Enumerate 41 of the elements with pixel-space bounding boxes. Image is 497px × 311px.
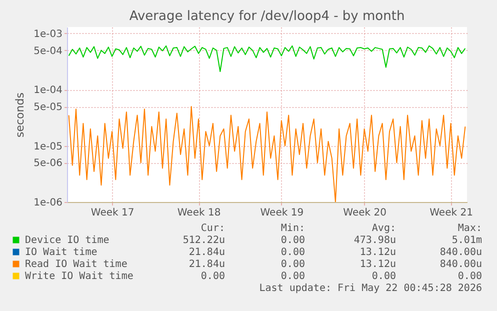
text: 0.00: [372, 271, 396, 282]
text: 0.00: [200, 271, 225, 282]
legend-label: Device IO time: [25, 235, 110, 246]
text: Max:: [458, 223, 482, 234]
text: 13.12u: [360, 247, 396, 258]
legend-label: Read IO Wait time: [25, 259, 128, 270]
y-tick-label: 5e-05: [34, 102, 62, 114]
y-tick-label: 5e-06: [34, 158, 62, 170]
y-tick-label: 5e-04: [34, 46, 62, 57]
y-tick-label: 1e-06: [34, 198, 62, 208]
text: 0.00: [280, 259, 305, 270]
text: 0.00: [280, 271, 305, 282]
line-series: [68, 45, 466, 72]
legend-label: IO Wait time: [25, 247, 98, 258]
y-tick-label: 1e-04: [34, 85, 62, 96]
legend-label: Write IO Wait time: [25, 271, 134, 282]
text: 0.00: [280, 247, 305, 258]
x-tick-label: Week 19: [260, 208, 304, 218]
x-tick-label: Week 21: [430, 208, 473, 218]
y-tick-label: 1e-05: [34, 141, 62, 152]
text: 840.00u: [440, 247, 482, 258]
text: 473.98u: [354, 235, 396, 246]
text: 5.01m: [452, 235, 482, 246]
text: 0.00: [280, 235, 305, 246]
y-tick-label: 1e-03: [34, 28, 62, 40]
text: 840.00u: [440, 259, 482, 270]
y-axis-title: seconds: [14, 92, 27, 138]
text: 21.84u: [188, 259, 225, 270]
chart-title: Average latency for /dev/loop4 - by month: [129, 9, 405, 24]
text: 13.12u: [360, 259, 396, 270]
text: 21.84u: [188, 247, 225, 258]
x-tick-label: Week 18: [177, 208, 221, 218]
text: 512.22u: [182, 235, 225, 246]
text: Last update: Fri May 22 00:45:28 2026: [259, 283, 482, 294]
text: Avg:: [372, 223, 396, 234]
x-tick-label: Week 17: [90, 208, 134, 218]
x-tick-label: Week 20: [343, 208, 386, 218]
text: 0.00: [458, 271, 482, 282]
text: Cur:: [200, 223, 225, 234]
text: Min:: [280, 223, 305, 234]
line-series: [68, 106, 466, 202]
